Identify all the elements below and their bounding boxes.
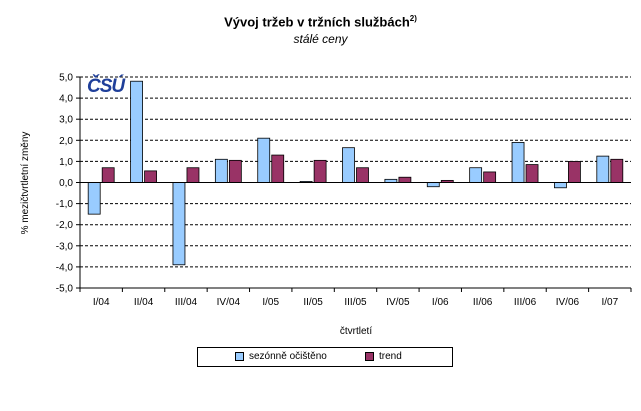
x-tick-label: IV/05 (386, 297, 410, 308)
x-tick-label: I/06 (432, 297, 449, 308)
bar-trend (398, 176, 412, 183)
bar-trend (101, 167, 115, 183)
bar-seasonally-adjusted (130, 80, 143, 183)
bar-trend (483, 171, 497, 183)
y-tick-label: 3,0 (59, 115, 73, 126)
bar-seasonally-adjusted (596, 155, 610, 183)
x-tick-label: IV/06 (556, 297, 580, 308)
x-tick-label: I/05 (262, 297, 279, 308)
y-tick-label: -4,0 (56, 262, 74, 273)
bar-seasonally-adjusted (172, 182, 186, 266)
x-tick-label: III/05 (344, 297, 367, 308)
gridlines (80, 76, 631, 268)
y-axis-label: % mezičtvrtletní změny (20, 132, 31, 235)
bar-seasonally-adjusted (214, 158, 228, 183)
x-tick-label: IV/04 (217, 297, 241, 308)
bar-trend (228, 159, 242, 183)
x-axis-label: čtvrtletí (340, 326, 372, 337)
x-tick-label: I/04 (93, 297, 110, 308)
x-tick-label: II/04 (134, 297, 154, 308)
bar-trend (356, 167, 369, 183)
legend-swatch-series2 (365, 352, 374, 361)
x-tick-label: III/06 (514, 297, 537, 308)
bar-trend (525, 164, 539, 183)
bar-seasonally-adjusted (469, 167, 483, 183)
axes (76, 76, 632, 292)
y-tick-label: -5,0 (56, 284, 74, 295)
chart-title: Vývoj tržeb v tržních službách2) (0, 14, 641, 29)
legend-label-series2: trend (379, 351, 402, 362)
legend-item-series1: sezónně očištěno (235, 351, 327, 362)
y-tick-label: -3,0 (56, 241, 74, 252)
chart-title-text: Vývoj tržeb v tržních službách (224, 14, 410, 30)
y-tick-label: 1,0 (59, 157, 73, 168)
title-superscript: 2) (409, 14, 417, 23)
bar-seasonally-adjusted (342, 147, 355, 183)
y-tick-label: 5,0 (59, 73, 73, 84)
y-tick-label: 2,0 (59, 136, 73, 147)
csu-logo: ČSÚ (87, 76, 125, 97)
x-tick-label: I/07 (601, 297, 618, 308)
bar-seasonally-adjusted (257, 137, 271, 183)
bar-seasonally-adjusted (426, 182, 440, 188)
bar-seasonally-adjusted (554, 182, 567, 189)
y-tick-label: -2,0 (56, 220, 74, 231)
legend: sezónně očištěno trend (197, 347, 453, 367)
x-tick-label: II/05 (303, 297, 323, 308)
legend-label-series1: sezónně očištěno (249, 351, 327, 362)
bars (87, 80, 624, 266)
tick-labels: 5,0 4,0 3,0 2,0 1,0 0,0 -1,0 -2,0 -3,0 -4,0 -5,0 I/… (56, 73, 619, 309)
bar-trend (313, 159, 327, 183)
y-tick-label: 4,0 (59, 94, 73, 105)
legend-item-series2: trend (365, 351, 402, 362)
bar-trend (271, 154, 285, 183)
bar-trend (610, 158, 624, 183)
bar-seasonally-adjusted (511, 142, 525, 183)
x-tick-label: III/04 (175, 297, 198, 308)
y-tick-label: 0,0 (59, 178, 73, 189)
bar-seasonally-adjusted (87, 182, 101, 215)
x-tick-label: II/06 (473, 297, 493, 308)
bar-trend (144, 170, 157, 183)
y-tick-label: -1,0 (56, 199, 74, 210)
chart-subtitle: stálé ceny (293, 32, 348, 46)
bar-trend (186, 167, 200, 183)
legend-swatch-series1 (235, 352, 244, 361)
bar-trend (568, 160, 581, 183)
